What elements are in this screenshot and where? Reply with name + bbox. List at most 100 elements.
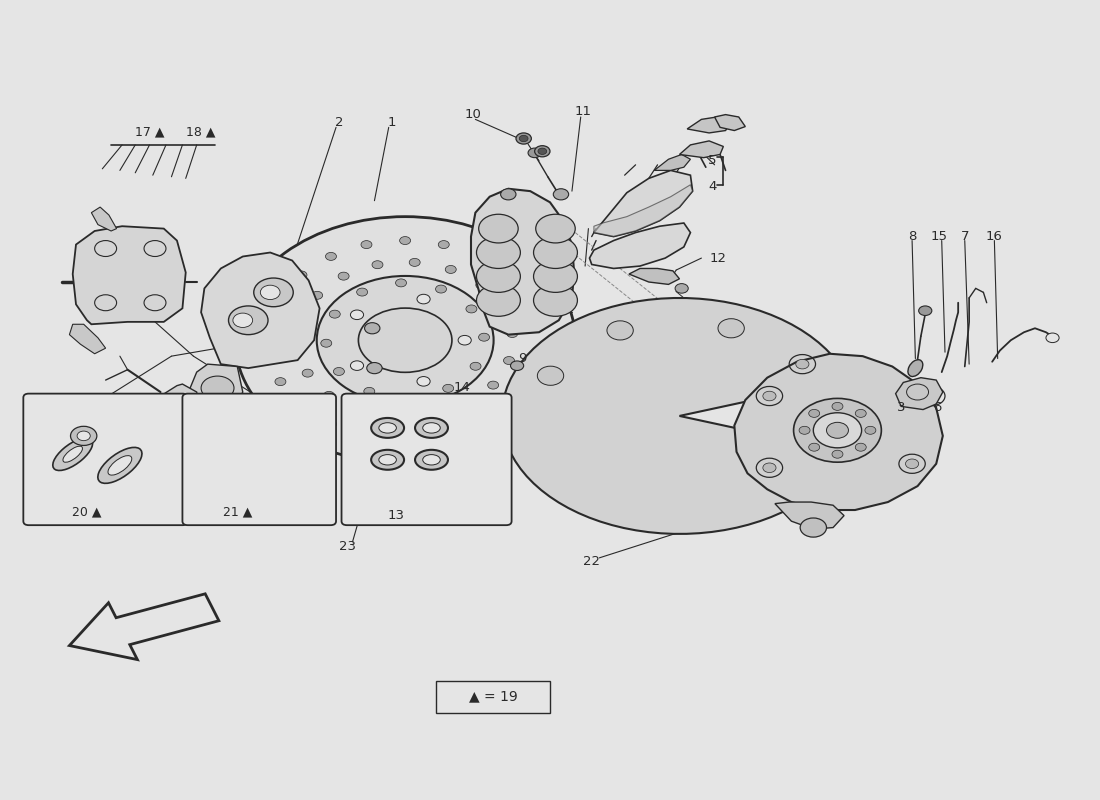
Circle shape <box>323 391 334 399</box>
Text: 14: 14 <box>454 381 471 394</box>
Circle shape <box>366 362 382 374</box>
Text: 12: 12 <box>710 252 726 266</box>
Circle shape <box>361 241 372 249</box>
Circle shape <box>333 367 344 375</box>
Circle shape <box>474 420 485 428</box>
Circle shape <box>478 214 518 243</box>
Circle shape <box>507 330 518 338</box>
Circle shape <box>275 295 286 303</box>
Circle shape <box>476 281 487 289</box>
Circle shape <box>311 291 322 299</box>
Circle shape <box>504 357 515 365</box>
Ellipse shape <box>371 418 404 438</box>
Circle shape <box>409 258 420 266</box>
Polygon shape <box>502 298 848 534</box>
Polygon shape <box>688 117 732 133</box>
Circle shape <box>675 284 689 293</box>
Circle shape <box>474 252 485 260</box>
Circle shape <box>390 414 402 422</box>
Circle shape <box>905 459 918 469</box>
Polygon shape <box>471 189 574 334</box>
Circle shape <box>235 217 575 464</box>
Polygon shape <box>629 269 680 285</box>
Circle shape <box>261 286 280 299</box>
Ellipse shape <box>422 422 440 433</box>
Circle shape <box>793 398 881 462</box>
Circle shape <box>396 279 407 287</box>
Circle shape <box>338 272 349 280</box>
Circle shape <box>458 335 471 345</box>
Text: 17 ▲: 17 ▲ <box>135 126 164 138</box>
Ellipse shape <box>415 418 448 438</box>
Circle shape <box>504 402 515 410</box>
Circle shape <box>438 241 449 249</box>
Ellipse shape <box>108 456 132 475</box>
FancyBboxPatch shape <box>341 394 512 525</box>
Polygon shape <box>680 141 724 158</box>
Circle shape <box>417 377 430 386</box>
Polygon shape <box>73 226 186 324</box>
Text: 4: 4 <box>708 180 717 193</box>
Circle shape <box>813 413 861 448</box>
Circle shape <box>528 148 541 158</box>
Circle shape <box>534 261 578 292</box>
Circle shape <box>487 381 498 389</box>
Circle shape <box>375 318 436 362</box>
Text: 2: 2 <box>336 116 343 129</box>
Circle shape <box>800 518 826 537</box>
Circle shape <box>229 306 268 334</box>
Polygon shape <box>594 185 693 237</box>
Circle shape <box>856 410 866 418</box>
Circle shape <box>808 410 820 418</box>
Text: 11: 11 <box>574 105 592 118</box>
Circle shape <box>446 266 456 274</box>
Circle shape <box>361 432 372 440</box>
Circle shape <box>832 402 843 410</box>
Circle shape <box>461 400 472 408</box>
Circle shape <box>417 294 430 304</box>
Text: 21 ▲: 21 ▲ <box>222 505 252 518</box>
Text: 22: 22 <box>583 554 601 567</box>
Circle shape <box>77 431 90 441</box>
Polygon shape <box>91 207 117 231</box>
Circle shape <box>442 384 453 392</box>
Text: 23: 23 <box>339 540 355 553</box>
Text: 9: 9 <box>518 352 527 365</box>
Ellipse shape <box>359 308 452 372</box>
FancyBboxPatch shape <box>23 394 188 525</box>
Text: 3: 3 <box>896 402 905 414</box>
Text: 20 ▲: 20 ▲ <box>73 505 101 518</box>
Polygon shape <box>153 384 201 436</box>
Circle shape <box>536 322 547 330</box>
Circle shape <box>525 294 536 302</box>
Circle shape <box>534 237 578 269</box>
Ellipse shape <box>422 454 440 465</box>
Ellipse shape <box>98 447 142 483</box>
Circle shape <box>856 443 866 451</box>
Text: 16: 16 <box>986 230 1003 243</box>
Text: 5: 5 <box>708 154 717 167</box>
FancyBboxPatch shape <box>183 394 336 525</box>
Circle shape <box>510 361 524 370</box>
Circle shape <box>534 285 578 316</box>
Circle shape <box>275 378 286 386</box>
Text: 18 ▲: 18 ▲ <box>186 126 216 138</box>
Circle shape <box>436 285 447 293</box>
Circle shape <box>326 420 337 428</box>
Circle shape <box>519 135 528 142</box>
Circle shape <box>356 288 367 296</box>
Text: 6: 6 <box>933 402 942 414</box>
Circle shape <box>832 450 843 458</box>
Ellipse shape <box>908 360 923 377</box>
Circle shape <box>439 432 449 440</box>
Circle shape <box>476 261 520 292</box>
Circle shape <box>535 146 550 157</box>
Circle shape <box>296 316 307 324</box>
Polygon shape <box>201 253 320 368</box>
Circle shape <box>351 310 364 319</box>
Text: 10: 10 <box>465 108 482 121</box>
Ellipse shape <box>378 454 396 465</box>
Polygon shape <box>735 354 943 510</box>
Text: 15: 15 <box>931 230 948 243</box>
Circle shape <box>500 189 516 200</box>
